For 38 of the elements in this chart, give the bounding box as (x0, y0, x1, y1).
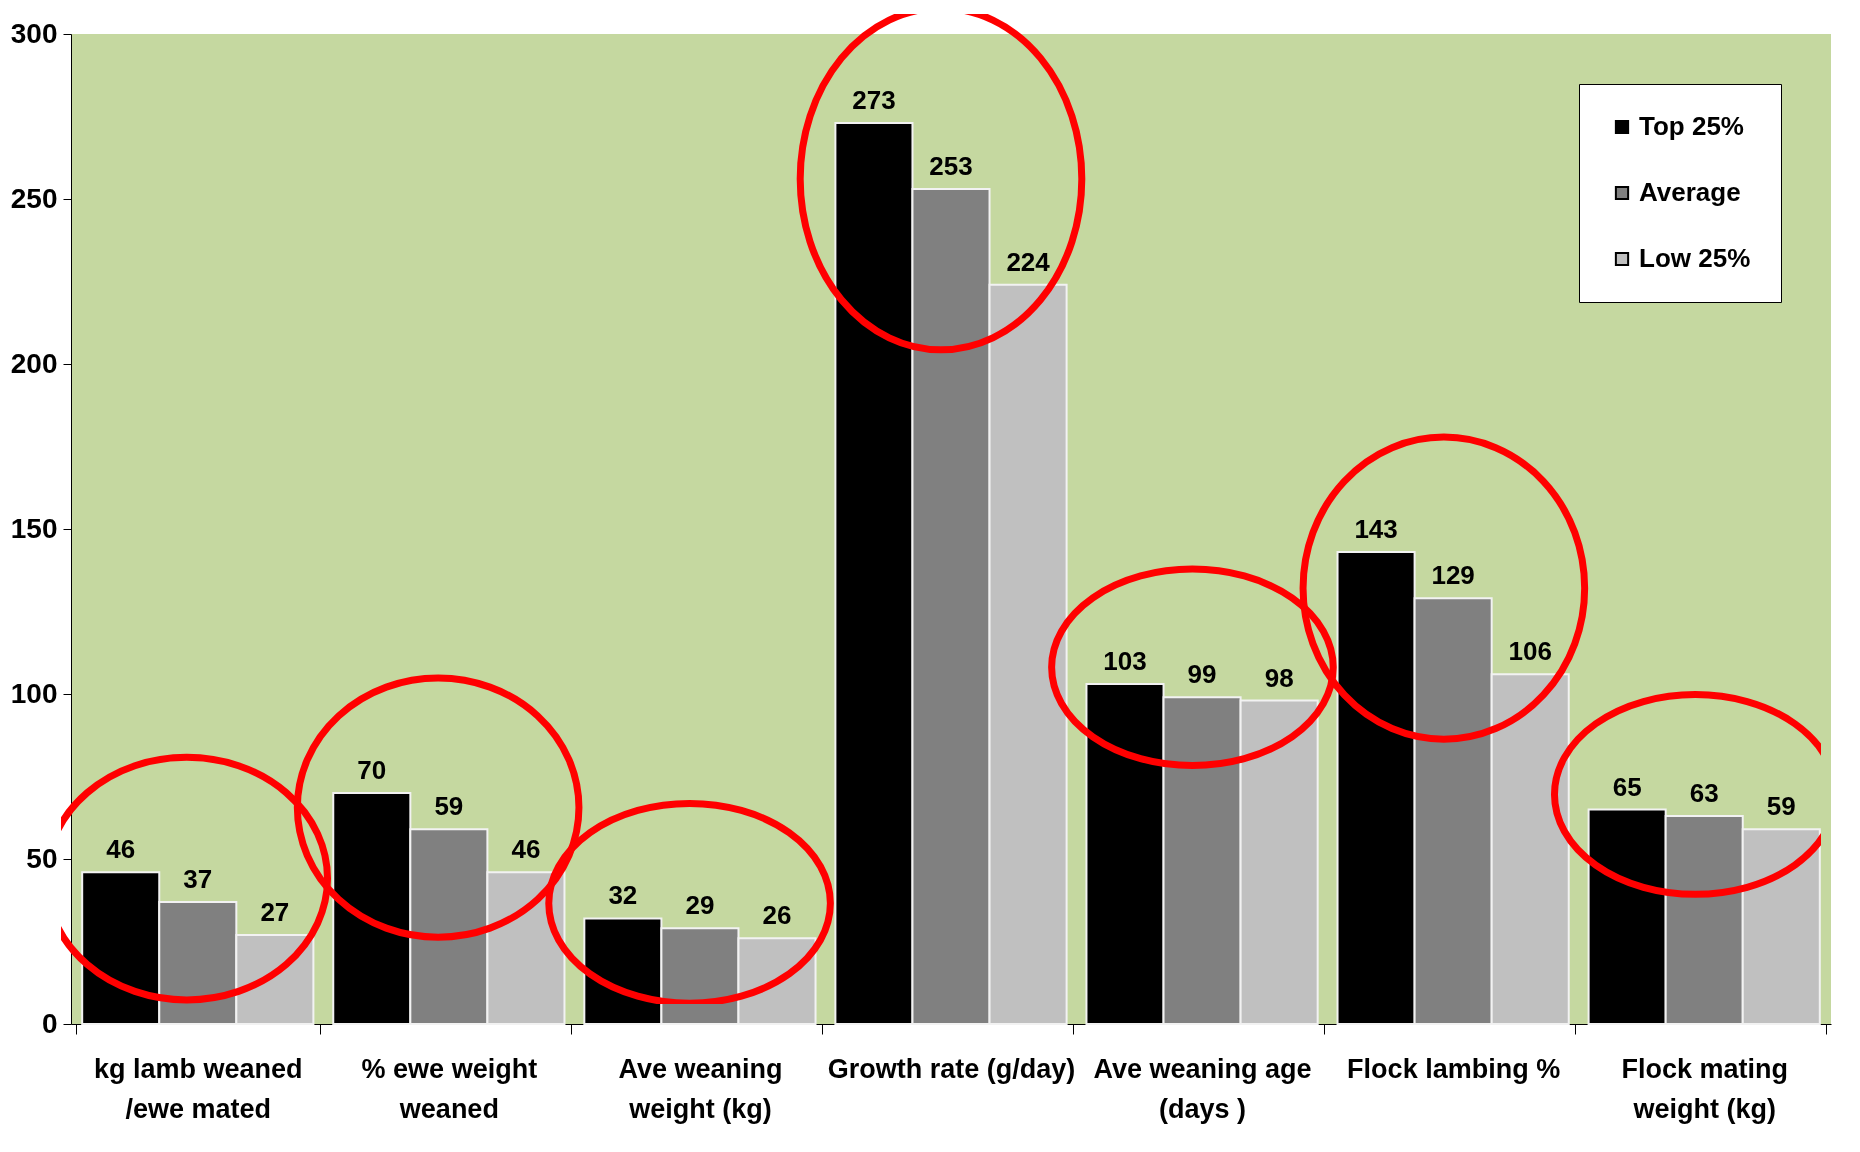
data-label: 59 (1766, 791, 1796, 822)
data-label: 253 (929, 151, 973, 182)
data-label: 70 (357, 755, 387, 785)
data-label: 224 (1006, 246, 1051, 277)
data-label: 46 (106, 834, 136, 865)
data-label: 103 (1103, 646, 1147, 677)
x-tick-label: Flock lambing % (1347, 1053, 1561, 1084)
y-tick-label: 300 (10, 17, 58, 49)
data-label: 46 (511, 834, 541, 865)
data-label: 27 (260, 896, 290, 927)
data-label: 143 (1354, 514, 1398, 545)
x-tick-label: Ave weaning age (days ) (1093, 1053, 1312, 1124)
x-tick-label: Flock mating weight (kg) (1621, 1053, 1788, 1124)
data-label: 273 (852, 85, 896, 116)
data-label: 37 (183, 863, 213, 894)
legend-label: Average (1639, 177, 1741, 207)
y-tick-label: 50 (26, 842, 58, 874)
data-label: 59 (434, 791, 464, 822)
data-label: 129 (1431, 560, 1475, 591)
data-label: 106 (1508, 636, 1552, 667)
y-tick-label: 100 (10, 677, 58, 709)
y-tick-label: 250 (10, 182, 58, 214)
data-label: 29 (685, 890, 715, 921)
data-label: 99 (1187, 659, 1217, 690)
x-tick-label: % ewe weight weaned (361, 1053, 538, 1124)
y-tick-label: 200 (10, 347, 58, 379)
data-label: 26 (762, 900, 792, 931)
y-tick-label: 150 (10, 512, 58, 544)
x-tick-label: Growth rate (g/day) (827, 1053, 1076, 1084)
y-tick-label: 0 (41, 1007, 58, 1039)
data-label: 98 (1264, 662, 1294, 693)
legend-label: Top 25% (1639, 111, 1744, 141)
data-label: 65 (1612, 771, 1642, 802)
x-tick-label: kg lamb weaned /ewe mated (94, 1053, 303, 1124)
x-tick-label: Ave weaning weight (kg) (618, 1053, 783, 1124)
data-label: 63 (1689, 778, 1719, 809)
data-label: 32 (608, 880, 638, 911)
legend-label: Low 25% (1639, 243, 1751, 273)
